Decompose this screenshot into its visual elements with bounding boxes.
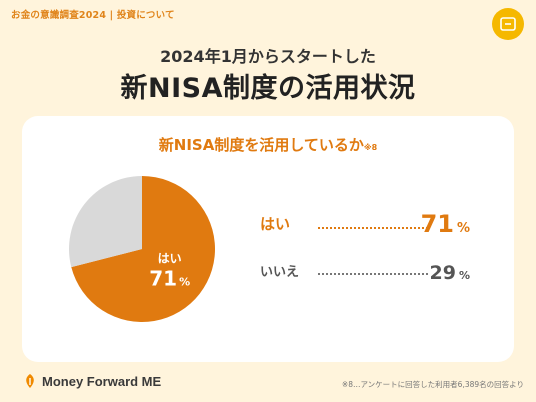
pie-slice-no: [69, 176, 142, 268]
legend-label-no: いいえ: [260, 265, 300, 280]
legend-leader-dots: [318, 227, 428, 229]
brand-logo: Money Forward ME: [22, 372, 161, 390]
survey-label: お金の意識調査2024 | 投資について: [11, 10, 175, 21]
legend-leader-dots: [318, 273, 428, 275]
page-title: 新NISA制度の活用状況: [120, 73, 416, 104]
question-note: ※8: [363, 143, 378, 152]
question-text: 新NISA制度を活用しているか: [158, 136, 364, 154]
pie-slice-yes: [71, 176, 215, 322]
corner-badge: [492, 8, 524, 40]
brand-name: Money Forward ME: [42, 373, 162, 389]
money-forward-logo-icon: [26, 374, 34, 388]
legend-row-yes: はい 71%: [260, 210, 470, 238]
legend-value-no: 29%: [429, 262, 470, 284]
chart-card: 新NISA制度を活用しているか※8 はい 71% はい 71% いいえ 29%: [22, 116, 514, 362]
legend-row-no: いいえ 29%: [260, 258, 470, 284]
card-icon: [500, 17, 516, 31]
subtitle: 2024年1月からスタートした: [160, 47, 376, 66]
question-heading: 新NISA制度を活用しているか※8: [22, 134, 514, 155]
legend-label-yes: はい: [260, 215, 291, 233]
footnote: ※8…アンケートに回答した利用者6,389名の回答より: [341, 380, 524, 389]
legend-value-yes: 71%: [420, 210, 470, 238]
pie-slice-value: 71%: [149, 266, 190, 290]
pie-slice-label: はい: [158, 251, 182, 265]
